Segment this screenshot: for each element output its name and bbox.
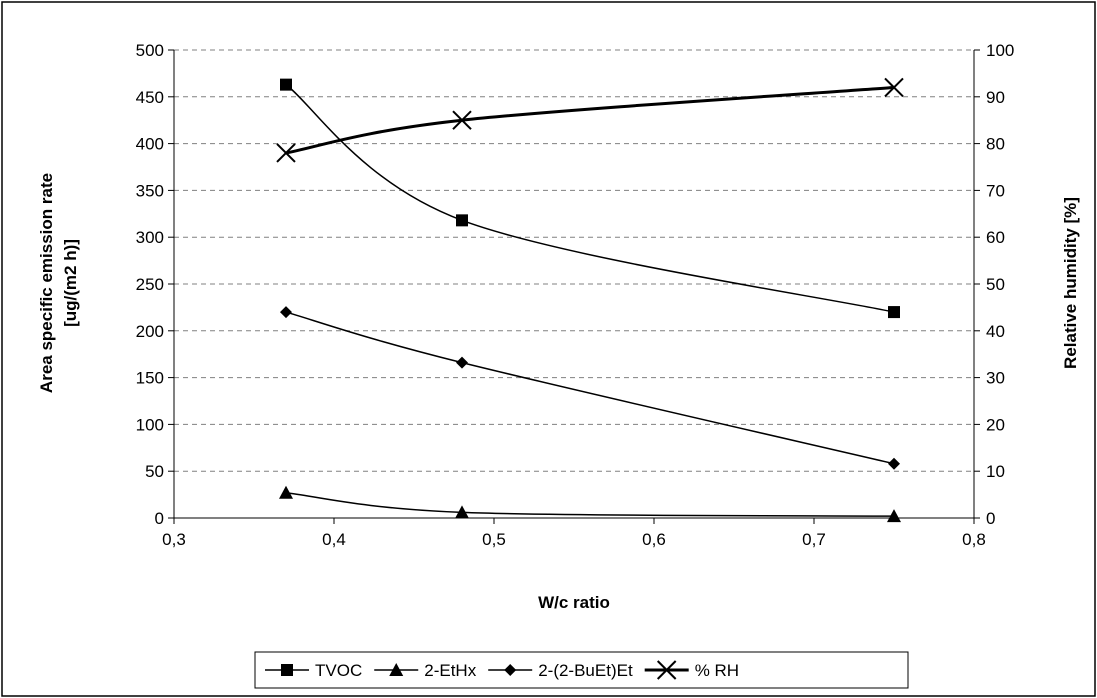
legend-label-tvoc: TVOC — [315, 661, 362, 680]
x-tick-label-5: 0,8 — [962, 530, 986, 549]
y-tick-label-4: 200 — [136, 322, 164, 341]
y-tick-label-9: 450 — [136, 88, 164, 107]
series-line-2-2-buet-et — [285, 311, 895, 465]
y2-tick-label-4: 40 — [986, 322, 1005, 341]
y2-tick-label-0: 0 — [986, 509, 995, 528]
x-tick-label-4: 0,7 — [802, 530, 826, 549]
point-tvoc-0 — [280, 78, 292, 91]
point-tvoc-1 — [456, 214, 468, 227]
point-2-2-buet-et-0 — [280, 306, 292, 319]
legend-marker-2-2-buet-et — [504, 664, 517, 676]
legend-box — [254, 651, 909, 689]
y-tick-label-10: 500 — [136, 41, 164, 60]
y-tick-label-2: 100 — [136, 415, 164, 434]
series-line-rh — [285, 85, 895, 155]
series-lines — [285, 84, 895, 517]
legend-label-2-2-buet-et: 2-(2-BuEt)Et — [538, 661, 633, 680]
point-tvoc-2 — [888, 306, 900, 319]
y2-tick-label-2: 20 — [986, 415, 1005, 434]
point-2-2-buet-et-1 — [456, 356, 468, 369]
point-2-ethx-1 — [455, 505, 469, 519]
point-2-ethx-2 — [887, 509, 901, 523]
y2-tick-label-7: 70 — [986, 181, 1005, 200]
legend-marker-rh-stroke-b — [656, 660, 677, 680]
y-tick-label-1: 50 — [145, 462, 164, 481]
legend-label-rh: % RH — [695, 661, 739, 680]
legend-item-rh: % RH — [644, 660, 739, 680]
y-tick-label-6: 300 — [136, 228, 164, 247]
x-tick-label-2: 0,5 — [482, 530, 506, 549]
x-axis-title: W/c ratio — [538, 593, 610, 612]
legend: TVOC 2-EtHx 2-(2-BuEt)Et % RH — [265, 660, 739, 680]
y-tick-label-5: 250 — [136, 275, 164, 294]
y2-tick-label-9: 90 — [986, 88, 1005, 107]
legend-label-2-ethx: 2-EtHx — [424, 661, 476, 680]
legend-marker-2-ethx — [389, 663, 404, 676]
x-tick-label-0: 0,3 — [162, 530, 186, 549]
series-line-2-ethx — [285, 491, 895, 517]
legend-item-2-2-buet-et: 2-(2-BuEt)Et — [488, 661, 633, 680]
series-line-tvoc — [285, 84, 895, 313]
tick-labels: 0 50 100 150 200 250 300 350 400 450 500 0 10 20 30 40 5… — [136, 41, 1015, 549]
point-2-2-buet-et-2 — [888, 457, 900, 470]
grid-lines — [174, 49, 974, 472]
y-tick-label-3: 150 — [136, 369, 164, 388]
legend-marker-rh — [656, 660, 677, 680]
legend-item-tvoc: TVOC — [265, 661, 362, 680]
y-tick-label-0: 0 — [155, 509, 164, 528]
point-rh-2-stroke-b — [884, 77, 904, 98]
y-tick-label-8: 400 — [136, 135, 164, 154]
x-tick-label-3: 0,6 — [642, 530, 666, 549]
point-rh-1 — [452, 110, 472, 130]
point-rh-1-stroke-b — [452, 110, 472, 130]
y2-tick-label-3: 30 — [986, 369, 1005, 388]
y2-tick-label-6: 60 — [986, 228, 1005, 247]
x-tick-label-1: 0,4 — [322, 530, 346, 549]
y2-tick-label-10: 100 — [986, 41, 1014, 60]
point-2-ethx-0 — [279, 485, 293, 499]
y2-axis-title: Relative humidity [%] — [1061, 197, 1080, 369]
y2-tick-label-1: 10 — [986, 462, 1005, 481]
y-axis-title-line2: [ug/(m2 h)] — [61, 239, 80, 327]
y-tick-label-7: 350 — [136, 181, 164, 200]
y2-tick-label-8: 80 — [986, 135, 1005, 154]
legend-marker-tvoc — [281, 664, 293, 676]
y-axis-title-line1: Area specific emission rate — [37, 173, 56, 393]
series-markers — [276, 77, 904, 523]
axes — [168, 49, 980, 524]
legend-item-2-ethx: 2-EtHx — [374, 661, 477, 680]
y2-tick-label-5: 50 — [986, 275, 1005, 294]
point-rh-2 — [884, 77, 904, 98]
point-rh-0-stroke-b — [276, 143, 296, 163]
point-rh-0 — [276, 143, 296, 163]
